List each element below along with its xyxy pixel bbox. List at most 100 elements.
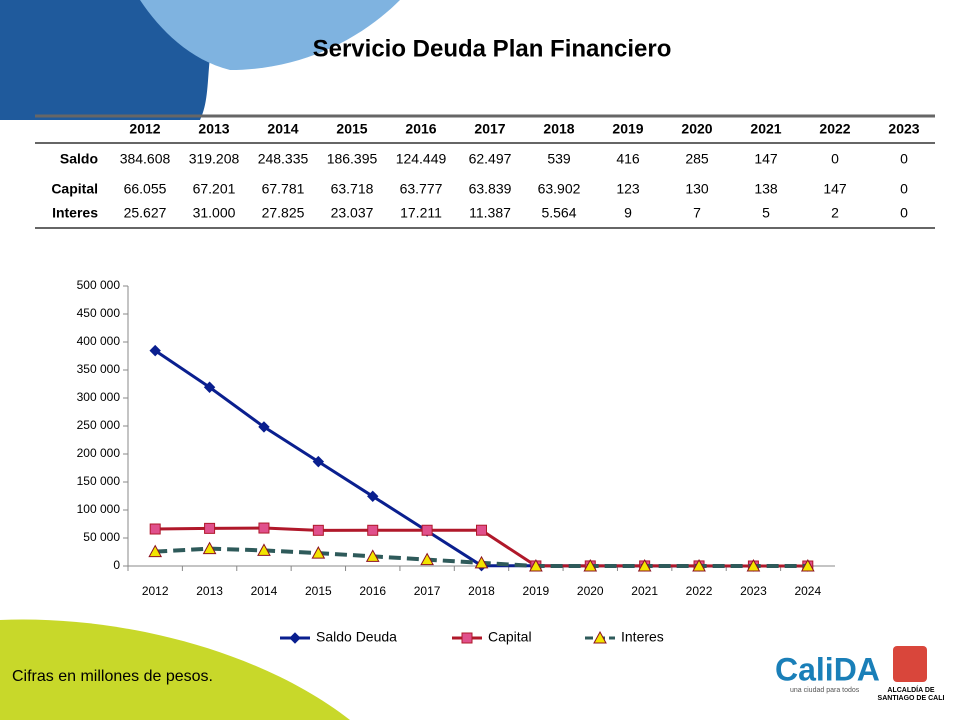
table-cell: 147 [754, 151, 778, 167]
table-cell: 0 [831, 151, 839, 167]
table-cell: 416 [616, 151, 640, 167]
table-cell: 17.211 [400, 205, 442, 221]
table-cell: 0 [900, 151, 908, 167]
y-tick-label: 200 000 [77, 446, 121, 460]
table-cell: 31.000 [193, 205, 236, 221]
x-tick-label: 2017 [414, 584, 441, 598]
table-header: 2018 [543, 121, 574, 137]
table-header: 2013 [198, 121, 229, 137]
series-marker [367, 524, 379, 536]
series-marker [204, 522, 216, 534]
row-label: Saldo [60, 151, 98, 167]
table-cell: 5.564 [541, 205, 576, 221]
y-tick-label: 0 [113, 558, 120, 572]
table-cell: 63.718 [331, 181, 374, 197]
table-header: 2022 [819, 121, 850, 137]
x-tick-label: 2024 [794, 584, 821, 598]
series-marker [258, 421, 270, 433]
row-label: Interes [52, 205, 98, 221]
logo-city: SANTIAGO DE CALI [878, 695, 945, 702]
deco-green [0, 619, 350, 720]
table-cell: 25.627 [124, 205, 167, 221]
x-tick-label: 2014 [251, 584, 278, 598]
series-marker [365, 549, 380, 562]
table-cell: 63.902 [538, 181, 581, 197]
deco-light-blue [140, 0, 400, 70]
series-marker [800, 558, 815, 572]
x-tick-label: 2022 [686, 584, 713, 598]
table-header: 2015 [336, 121, 367, 137]
table-cell: 66.055 [124, 181, 167, 197]
y-tick-label: 500 000 [77, 278, 121, 292]
series-marker [148, 544, 163, 558]
table-cell: 11.387 [469, 205, 511, 221]
series-marker [583, 558, 598, 572]
table-cell: 67.201 [193, 181, 236, 197]
footnote: Cifras en millones de pesos. [12, 668, 213, 685]
series-marker [746, 558, 761, 572]
series-marker [257, 543, 271, 556]
table-cell: 63.839 [469, 181, 512, 197]
table-cell: 2 [831, 205, 839, 221]
legend-marker [461, 632, 473, 644]
table-header: 2014 [267, 121, 298, 137]
y-tick-label: 300 000 [77, 390, 121, 404]
table-cell: 130 [685, 181, 709, 197]
table-cell: 285 [685, 151, 709, 167]
series-marker [149, 523, 161, 535]
series-marker [311, 546, 326, 559]
y-tick-label: 250 000 [77, 418, 121, 432]
series-marker [202, 541, 217, 555]
table-header: 2023 [888, 121, 919, 137]
series-marker [258, 522, 270, 534]
table-cell: 539 [547, 151, 571, 167]
table-cell: 7 [693, 205, 701, 221]
logo-brand: CaliDA [775, 651, 880, 687]
x-tick-label: 2019 [523, 584, 550, 598]
series-marker [421, 524, 433, 536]
table-header: 2016 [405, 121, 436, 137]
legend-label: Saldo Deuda [316, 629, 397, 645]
x-tick-label: 2012 [142, 584, 169, 598]
table-cell: 67.781 [262, 181, 305, 197]
table-header: 2021 [750, 121, 781, 137]
series-marker [312, 455, 325, 468]
table-cell: 186.395 [327, 151, 378, 167]
table-cell: 63.777 [400, 181, 443, 197]
legend-marker [593, 630, 607, 644]
table-header: 2012 [129, 121, 160, 137]
row-label: Capital [51, 181, 98, 197]
x-tick-label: 2015 [305, 584, 332, 598]
y-tick-label: 350 000 [77, 362, 121, 376]
table-cell: 248.335 [258, 151, 309, 167]
table-cell: 138 [754, 181, 778, 197]
table-cell: 123 [616, 181, 640, 197]
table-cell: 319.208 [189, 151, 240, 167]
table-cell: 384.608 [120, 151, 171, 167]
series-marker [312, 524, 324, 536]
series-marker [692, 558, 706, 572]
table-cell: 124.449 [396, 151, 447, 167]
x-tick-label: 2021 [631, 584, 658, 598]
table-cell: 27.825 [262, 205, 305, 221]
series-marker [367, 490, 379, 503]
table-header: 2019 [612, 121, 643, 137]
table-header: 2017 [474, 121, 505, 137]
table-cell: 147 [823, 181, 847, 197]
table-cell: 0 [900, 181, 908, 197]
logo-slogan: una ciudad para todos [790, 687, 860, 694]
series-marker [637, 558, 652, 572]
logo-shield [893, 646, 927, 682]
y-tick-label: 100 000 [77, 502, 121, 516]
y-tick-label: 400 000 [77, 334, 121, 348]
series-marker [476, 524, 487, 536]
legend-label: Interes [621, 629, 664, 645]
table-cell: 9 [624, 205, 632, 221]
table-header: 2020 [681, 121, 712, 137]
x-tick-label: 2023 [740, 584, 767, 598]
series-marker [529, 558, 543, 572]
y-tick-label: 150 000 [77, 474, 121, 488]
table-cell: 23.037 [331, 205, 374, 221]
series-marker [149, 344, 161, 357]
